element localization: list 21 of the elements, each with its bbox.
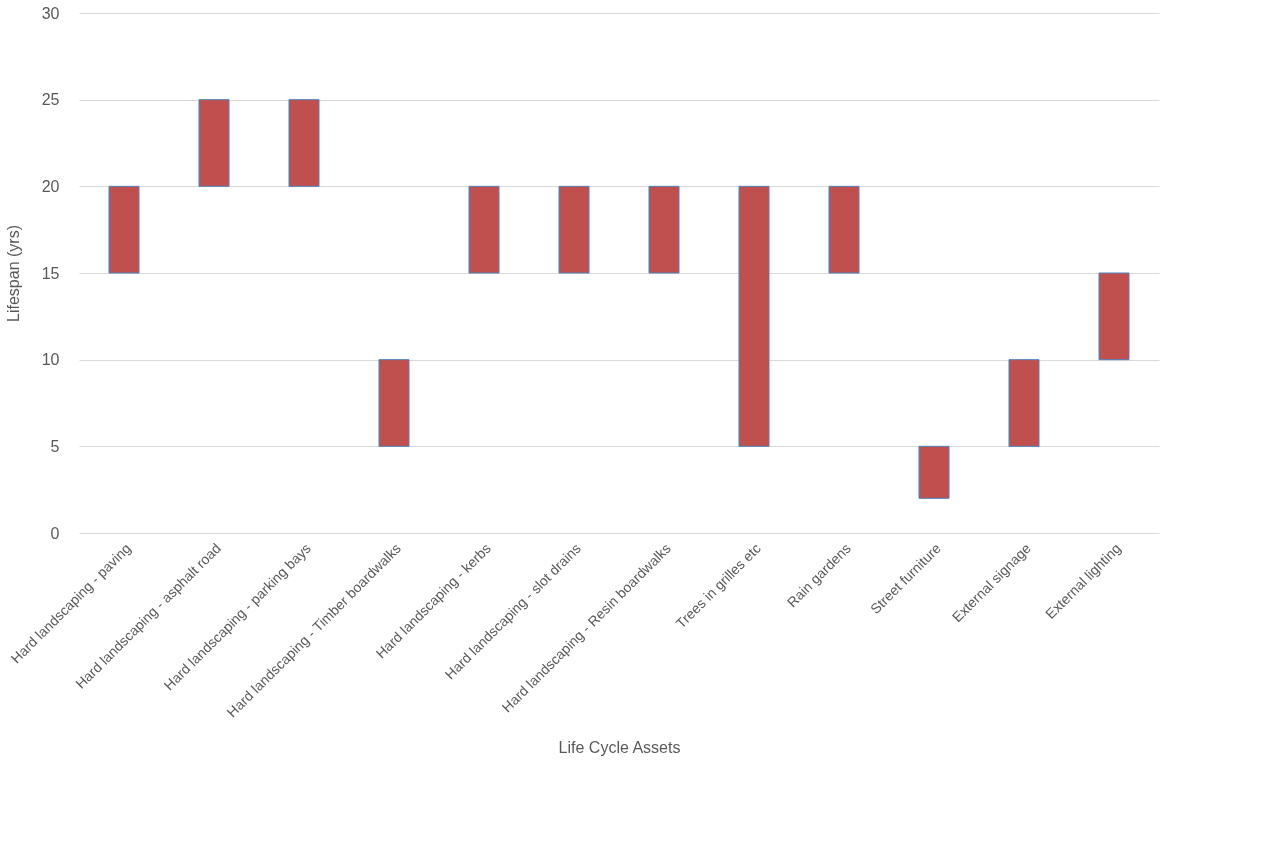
y-axis-title: Lifespan (yrs) [4, 225, 22, 322]
y-tick-label: 5 [50, 437, 60, 455]
y-tick-label: 10 [41, 351, 60, 369]
bar [648, 185, 680, 274]
y-tick-label: 15 [41, 264, 60, 282]
bar [288, 99, 320, 187]
bar [918, 445, 950, 499]
bar [378, 359, 410, 447]
bar [108, 185, 140, 274]
bar [1098, 272, 1130, 361]
y-tick-label: 0 [50, 524, 60, 542]
bar [1008, 359, 1040, 447]
x-axis-title: Life Cycle Assets [558, 739, 681, 757]
bar [828, 185, 860, 274]
bar [468, 185, 500, 274]
bar [738, 185, 770, 447]
bar [198, 99, 230, 187]
y-tick-label: 30 [41, 4, 60, 22]
bar [558, 185, 590, 274]
y-tick-label: 25 [41, 91, 60, 109]
y-tick-label: 20 [41, 177, 60, 195]
